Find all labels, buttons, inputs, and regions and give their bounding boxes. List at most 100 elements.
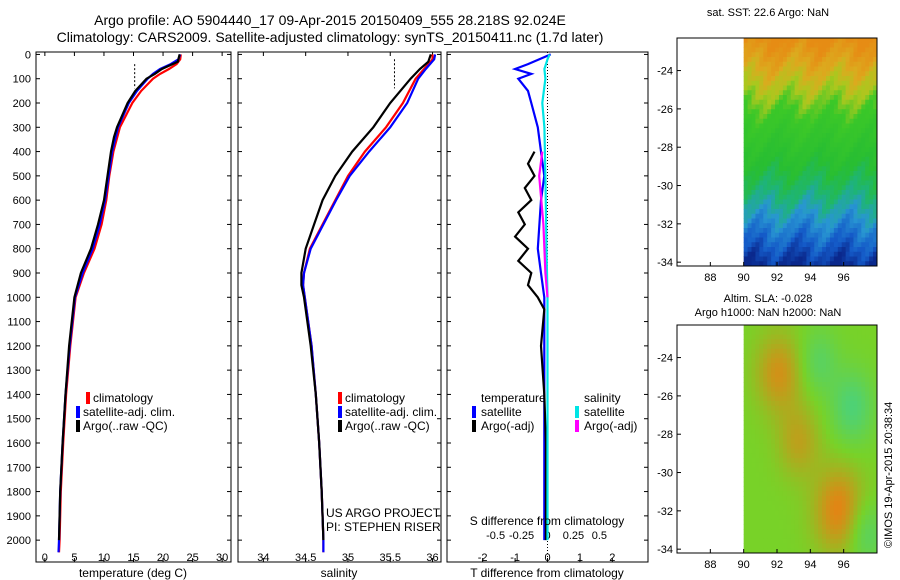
heatmap-cell bbox=[822, 486, 827, 492]
heatmap-cell bbox=[829, 329, 835, 335]
heatmap-cell bbox=[841, 133, 847, 139]
heatmap-cell bbox=[861, 147, 866, 153]
heatmap-cell bbox=[778, 524, 784, 530]
heatmap-cell bbox=[782, 47, 788, 53]
heatmap-cell bbox=[751, 237, 756, 243]
heatmap-cell bbox=[849, 237, 854, 243]
heatmap-cell bbox=[759, 185, 764, 191]
heatmap-cell bbox=[767, 496, 772, 502]
heatmap-cell bbox=[841, 382, 847, 388]
heatmap-cell bbox=[782, 443, 788, 449]
heatmap-cell bbox=[829, 515, 835, 521]
heatmap-cell bbox=[786, 472, 792, 478]
heatmap-cell bbox=[837, 204, 843, 210]
heatmap-cell bbox=[794, 190, 800, 196]
heatmap-cell bbox=[818, 109, 823, 115]
heatmap-cell bbox=[833, 228, 839, 234]
heatmap-cell bbox=[822, 405, 827, 411]
heatmap-cell bbox=[775, 353, 780, 359]
heatmap-cell bbox=[869, 232, 874, 238]
heatmap-cell bbox=[778, 538, 784, 544]
heatmap-cell bbox=[794, 391, 800, 397]
heatmap-cell bbox=[786, 85, 792, 91]
heatmap-cell bbox=[778, 123, 784, 129]
heatmap-cell bbox=[822, 80, 827, 86]
heatmap-cell bbox=[794, 491, 800, 497]
heatmap-cell bbox=[782, 448, 788, 454]
heatmap-cell bbox=[810, 548, 815, 554]
heatmap-cell bbox=[861, 443, 866, 449]
heatmap-cell bbox=[755, 161, 760, 167]
heatmap-cell bbox=[869, 171, 874, 177]
heatmap-cell bbox=[849, 152, 854, 158]
heatmap-cell bbox=[763, 519, 768, 525]
heatmap-cell bbox=[829, 434, 835, 440]
heatmap-cell bbox=[818, 348, 823, 354]
heatmap-cell bbox=[857, 57, 862, 63]
heatmap-cell bbox=[861, 420, 866, 426]
y-tick-label: 1800 bbox=[7, 487, 31, 499]
heatmap-cell bbox=[845, 156, 851, 162]
heatmap-cell bbox=[857, 339, 862, 345]
x-tick-label: 1 bbox=[577, 552, 583, 564]
heatmap-cell bbox=[841, 443, 847, 449]
heatmap-cell bbox=[786, 363, 792, 369]
heatmap-cell bbox=[767, 218, 772, 224]
heatmap-cell bbox=[833, 491, 839, 497]
heatmap-cell bbox=[751, 190, 756, 196]
heatmap-cell bbox=[837, 515, 843, 521]
heatmap-cell bbox=[802, 228, 807, 234]
series-line-s-argo-adj- bbox=[538, 151, 549, 298]
heatmap-cell bbox=[806, 344, 811, 350]
heatmap-cell bbox=[833, 415, 839, 421]
heatmap-cell bbox=[861, 486, 866, 492]
heatmap-cell bbox=[837, 477, 843, 483]
heatmap-cell bbox=[865, 85, 870, 91]
heatmap-cell bbox=[747, 415, 753, 421]
heatmap-cell bbox=[818, 377, 823, 383]
heatmap-cell bbox=[759, 510, 764, 516]
heatmap-cell bbox=[810, 66, 815, 72]
heatmap-cell bbox=[775, 156, 780, 162]
heatmap-cell bbox=[818, 142, 823, 148]
heatmap-cell bbox=[751, 104, 756, 110]
heatmap-cell bbox=[786, 52, 792, 58]
heatmap-cell bbox=[826, 161, 831, 167]
heatmap-cell bbox=[869, 123, 874, 129]
heatmap-cell bbox=[845, 90, 851, 96]
heatmap-cell bbox=[763, 190, 768, 196]
heatmap-cell bbox=[822, 118, 827, 124]
heatmap-cell bbox=[857, 405, 862, 411]
heatmap-cell bbox=[814, 491, 819, 497]
heatmap-cell bbox=[833, 439, 839, 445]
heatmap-cell bbox=[865, 382, 870, 388]
heatmap-cell bbox=[849, 491, 854, 497]
heatmap-cell bbox=[833, 190, 839, 196]
heatmap-cell bbox=[802, 71, 807, 77]
heatmap-cell bbox=[755, 329, 760, 335]
legend-swatch-s-argo bbox=[575, 420, 579, 432]
heatmap-cell bbox=[837, 194, 843, 200]
y-tick-label: 500 bbox=[13, 171, 31, 183]
heatmap-cell bbox=[857, 71, 862, 77]
heatmap-cell bbox=[849, 213, 854, 219]
heatmap-cell bbox=[786, 204, 792, 210]
heatmap-cell bbox=[806, 57, 811, 63]
heatmap-cell bbox=[826, 199, 831, 205]
heatmap-cell bbox=[869, 453, 874, 459]
heatmap-cell bbox=[837, 396, 843, 402]
heatmap-cell bbox=[794, 185, 800, 191]
heatmap-cell bbox=[767, 353, 772, 359]
heatmap-cell bbox=[743, 194, 749, 200]
heatmap-cell bbox=[810, 71, 815, 77]
heatmap-cell bbox=[767, 232, 772, 238]
heatmap-cell bbox=[771, 396, 776, 402]
heatmap-cell bbox=[759, 405, 764, 411]
heatmap-cell bbox=[841, 424, 847, 430]
heatmap-cell bbox=[747, 90, 753, 96]
heatmap-cell bbox=[763, 401, 768, 407]
heatmap-cell bbox=[849, 538, 854, 544]
heatmap-cell bbox=[794, 453, 800, 459]
heatmap-cell bbox=[849, 95, 854, 101]
heatmap-cell bbox=[818, 228, 823, 234]
